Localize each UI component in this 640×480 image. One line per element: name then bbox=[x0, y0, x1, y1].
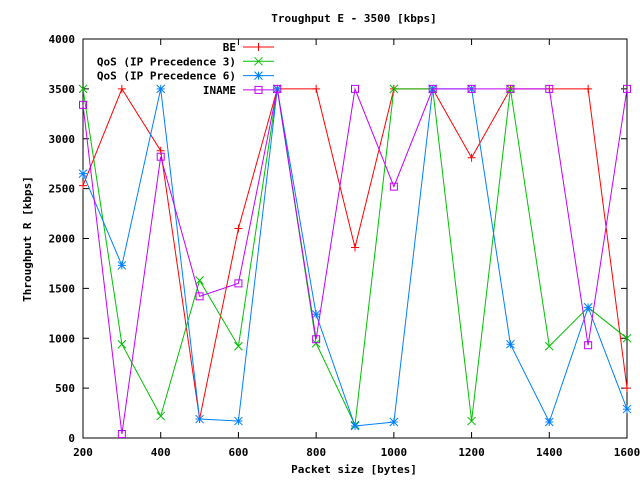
x-axis-label: Packet size [bytes] bbox=[291, 463, 417, 476]
legend-label-qos-ip-precedence-3: QoS (IP Precedence 3) bbox=[97, 55, 236, 68]
series-line-iname bbox=[82, 87, 628, 435]
x-tick-label: 200 bbox=[73, 446, 93, 459]
data-point-qos-ip-precedence-3 bbox=[389, 84, 399, 94]
y-tick-label: 1500 bbox=[49, 282, 76, 295]
data-point-qos-ip-precedence-6 bbox=[506, 339, 515, 349]
legend-label-iname: INAME bbox=[203, 84, 236, 97]
legend-label-qos-ip-precedence-6: QoS (IP Precedence 6) bbox=[97, 70, 236, 83]
data-point-qos-ip-precedence-6 bbox=[583, 302, 593, 312]
data-point-qos-ip-precedence-6 bbox=[311, 309, 321, 319]
data-point-be bbox=[467, 153, 476, 162]
x-tick-label: 400 bbox=[151, 446, 171, 459]
data-point-qos-ip-precedence-6 bbox=[156, 84, 166, 94]
data-point-iname bbox=[312, 335, 321, 344]
data-point-qos-ip-precedence-6 bbox=[389, 417, 399, 427]
data-point-iname bbox=[234, 279, 243, 288]
series-iname bbox=[79, 84, 631, 439]
y-tick-label: 3000 bbox=[49, 133, 76, 146]
data-point-be bbox=[351, 243, 359, 252]
data-point-qos-ip-precedence-3 bbox=[467, 416, 476, 426]
data-point-be bbox=[584, 84, 593, 93]
series-be bbox=[79, 84, 631, 424]
data-point-qos-ip-precedence-6 bbox=[117, 261, 127, 270]
series-line-be bbox=[82, 87, 628, 420]
y-tick-label: 3500 bbox=[49, 83, 76, 96]
data-point-iname bbox=[428, 84, 437, 93]
data-point-qos-ip-precedence-3 bbox=[544, 341, 554, 351]
data-point-be bbox=[234, 224, 243, 233]
data-point-iname bbox=[351, 84, 359, 93]
data-point-iname bbox=[467, 84, 476, 93]
legend-marker-qos-ip-precedence-6 bbox=[254, 71, 263, 80]
data-point-be bbox=[623, 384, 631, 393]
data-point-iname bbox=[584, 341, 593, 350]
data-point-qos-ip-precedence-6 bbox=[622, 404, 632, 414]
data-point-iname bbox=[156, 152, 165, 161]
x-tick-label: 800 bbox=[306, 446, 326, 459]
x-tick-label: 1200 bbox=[458, 446, 485, 459]
data-point-be bbox=[117, 84, 126, 93]
y-tick-label: 4000 bbox=[49, 33, 76, 46]
data-point-qos-ip-precedence-3 bbox=[234, 341, 243, 351]
data-point-qos-ip-precedence-6 bbox=[195, 414, 204, 424]
data-point-qos-ip-precedence-6 bbox=[234, 416, 243, 426]
series-line-qos-ip-precedence-6 bbox=[82, 88, 628, 427]
y-axis-label: Throughput R [kbps] bbox=[21, 176, 34, 302]
y-tick-label: 500 bbox=[55, 382, 75, 395]
legend-marker-qos-ip-precedence-3 bbox=[254, 56, 263, 66]
data-point-qos-ip-precedence-3 bbox=[78, 84, 88, 94]
data-point-iname bbox=[545, 84, 554, 93]
legend-marker-iname bbox=[254, 85, 263, 94]
data-point-qos-ip-precedence-6 bbox=[78, 169, 88, 179]
data-point-iname bbox=[117, 430, 126, 439]
series-qos-ip-precedence-3 bbox=[78, 84, 632, 430]
legend-marker-be bbox=[254, 43, 263, 51]
data-point-be bbox=[312, 84, 321, 93]
y-tick-label: 0 bbox=[68, 432, 75, 445]
data-point-be bbox=[79, 181, 87, 190]
y-tick-label: 2500 bbox=[49, 183, 76, 196]
y-tick-label: 2000 bbox=[49, 233, 76, 246]
x-tick-label: 1000 bbox=[381, 446, 408, 459]
y-tick-label: 1000 bbox=[49, 332, 76, 345]
data-point-iname bbox=[623, 84, 631, 93]
data-point-iname bbox=[506, 84, 515, 93]
data-point-qos-ip-precedence-3 bbox=[195, 276, 204, 285]
plot-area-border bbox=[82, 38, 628, 439]
data-point-iname bbox=[389, 182, 398, 191]
data-point-qos-ip-precedence-3 bbox=[156, 411, 166, 421]
x-tick-label: 1600 bbox=[614, 446, 640, 459]
x-tick-label: 1400 bbox=[536, 446, 563, 459]
data-point-iname bbox=[195, 292, 204, 301]
x-tick-label: 600 bbox=[228, 446, 248, 459]
data-point-qos-ip-precedence-6 bbox=[544, 417, 554, 427]
data-point-qos-ip-precedence-6 bbox=[350, 421, 360, 431]
data-point-iname bbox=[273, 84, 282, 93]
chart-title: Troughput E - 3500 [kbps] bbox=[271, 12, 437, 25]
legend-label-be: BE bbox=[223, 41, 236, 54]
series-qos-ip-precedence-6 bbox=[78, 84, 632, 431]
data-point-qos-ip-precedence-3 bbox=[117, 339, 127, 349]
data-point-iname bbox=[79, 100, 87, 109]
series-line-qos-ip-precedence-3 bbox=[82, 88, 628, 427]
data-point-qos-ip-precedence-3 bbox=[622, 333, 632, 343]
